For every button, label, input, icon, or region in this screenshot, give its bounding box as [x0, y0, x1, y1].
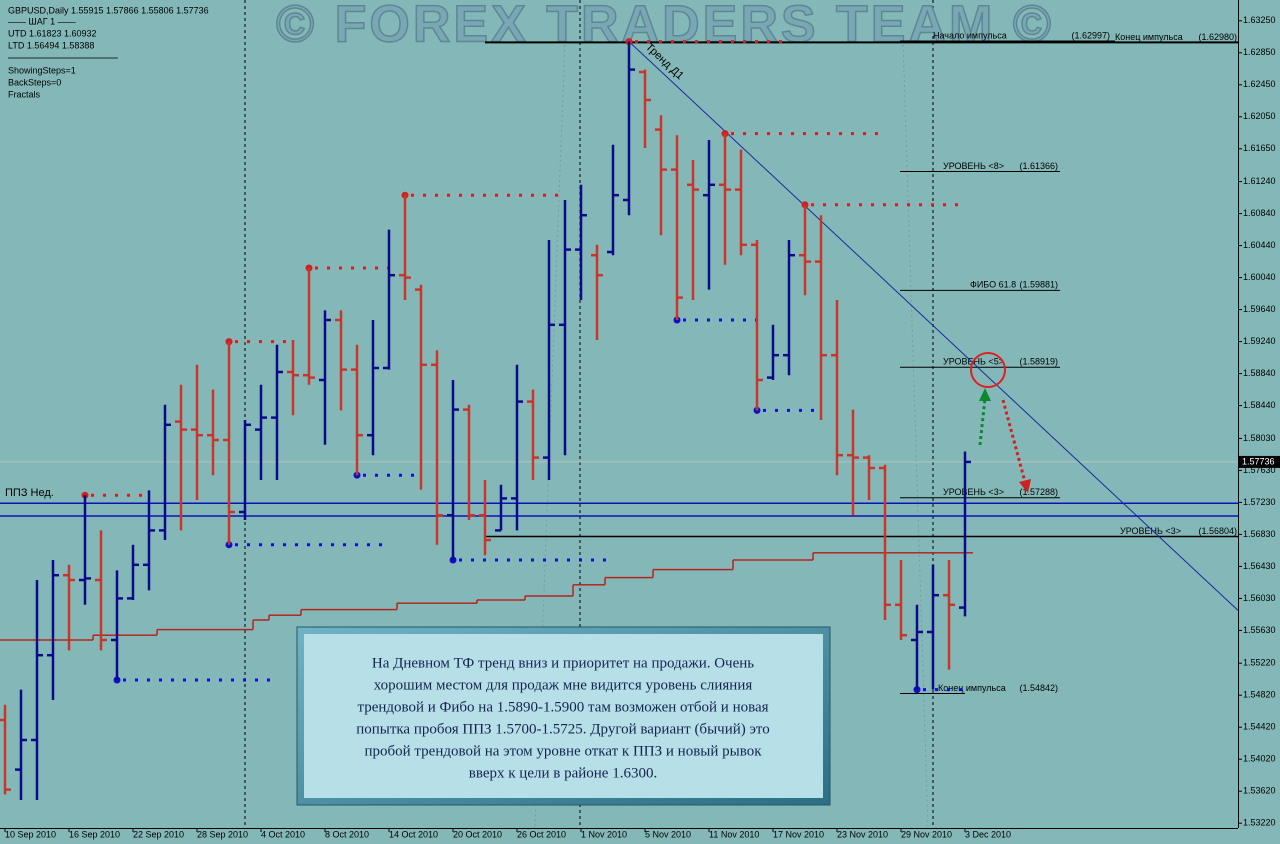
x-tick-label: 1 Nov 2010 [581, 829, 627, 839]
annotation-box: На Дневном ТФ тренд вниз и приоритет на … [296, 626, 831, 806]
arrow-head [1019, 479, 1031, 493]
y-tick-label: 1.58030 [1243, 433, 1276, 443]
price-label: 1.57736 [1242, 456, 1275, 466]
y-tick-label: 1.54820 [1243, 690, 1276, 700]
y-tick-label: 1.54420 [1243, 722, 1276, 732]
markup-shapes [970, 352, 1031, 493]
data-layer: ППЗ Нед. Начало импульса (1.62997) Конец им… [0, 30, 1239, 800]
y-tick-label: 1.55630 [1243, 625, 1276, 635]
guide-line [534, 39, 566, 829]
y-tick-label: 1.54020 [1243, 754, 1276, 764]
y-tick-label: 1.60840 [1243, 208, 1276, 218]
x-tick-label: 23 Nov 2010 [837, 829, 888, 839]
annotation-line: На Дневном ТФ тренд вниз и приоритет на … [372, 655, 754, 671]
y-tick-label: 1.53220 [1243, 818, 1276, 828]
y-tick-label: 1.56030 [1243, 593, 1276, 603]
y-tick-label: 1.61240 [1243, 176, 1276, 186]
x-tick-label: 8 Oct 2010 [325, 829, 369, 839]
y-tick-label: 1.56430 [1243, 561, 1276, 571]
info-line: ShowingSteps=1 [8, 65, 76, 75]
level-value: (1.59881) [1019, 280, 1058, 290]
x-tick-label: 3 Dec 2010 [965, 829, 1011, 839]
y-tick-label: 1.53620 [1243, 786, 1276, 796]
x-tick-label: 17 Nov 2010 [773, 829, 824, 839]
zone-label: ППЗ Нед. [5, 487, 54, 499]
level-value: (1.62980) [1198, 32, 1237, 42]
y-tick-label: 1.55220 [1243, 658, 1276, 668]
price-axis-bg [1238, 0, 1280, 844]
x-tick-label: 20 Oct 2010 [453, 829, 502, 839]
info-line: Fractals [8, 89, 41, 99]
x-tick-label: 16 Sep 2010 [69, 829, 120, 839]
y-tick-label: 1.57230 [1243, 497, 1276, 507]
level-name: УРОВЕНЬ <3> [943, 487, 1004, 497]
watermark: © FOREX TRADERS TEAM © [276, 0, 1054, 54]
annotation-body [304, 634, 823, 798]
x-tick-label: 26 Oct 2010 [517, 829, 566, 839]
level-value: (1.54842) [1019, 683, 1058, 693]
y-tick-label: 1.57630 [1243, 465, 1276, 475]
annotation-line: попытка пробоя ППЗ 1.5700-1.5725. Другой… [356, 721, 770, 737]
axis-layer: 1.63250 1.62850 1.62450 1.62050 1.61650 1.612… [4, 15, 1280, 839]
level-name: Начало импульса [933, 30, 1007, 40]
level-name: УРОВЕНЬ <8> [943, 161, 1004, 171]
x-tick-label: 11 Nov 2010 [709, 829, 759, 839]
y-tick-label: 1.63250 [1243, 15, 1276, 25]
level-name: ФИБО 61.8 [970, 280, 1016, 290]
annotation-line: трендовой и Фибо на 1.5890-1.5900 там во… [357, 699, 768, 715]
x-tick-label: 14 Oct 2010 [389, 829, 438, 839]
annotation-line: вверх к цели в районе 1.6300. [469, 765, 657, 781]
level-value: (1.56804) [1198, 526, 1237, 536]
x-tick-label: 28 Sep 2010 [197, 829, 248, 839]
y-tick-label: 1.62050 [1243, 111, 1276, 121]
price-label-bg [1239, 455, 1280, 468]
level-value: (1.57288) [1019, 487, 1058, 497]
x-tick-label: 5 Nov 2010 [645, 829, 691, 839]
y-tick-label: 1.56830 [1243, 529, 1276, 539]
x-tick-label: 29 Nov 2010 [901, 829, 952, 839]
y-tick-label: 1.59640 [1243, 304, 1276, 314]
info-panel: GBPUSD,Daily 1.55915 1.57866 1.55806 1.5… [8, 5, 209, 99]
y-tick-label: 1.62850 [1243, 47, 1276, 57]
y-tick-label: 1.58440 [1243, 400, 1276, 410]
arrow-head [979, 388, 991, 401]
target-circle [970, 352, 1006, 388]
level-value: (1.61366) [1019, 161, 1058, 171]
y-tick-label: 1.61650 [1243, 143, 1276, 153]
level-value: (1.58919) [1019, 357, 1058, 367]
x-tick-label: 4 Oct 2010 [261, 829, 305, 839]
x-tick-label: 22 Sep 2010 [133, 829, 184, 839]
level-name: Конец импульса [1115, 32, 1183, 42]
level-name: УРОВЕНЬ <3> [1120, 526, 1181, 536]
level-value: (1.62997) [1071, 30, 1110, 40]
y-tick-label: 1.62450 [1243, 79, 1276, 89]
info-line: LTD 1.56494 1.58388 [8, 40, 94, 50]
arrow-up [978, 397, 987, 446]
arrow-down [1001, 399, 1027, 483]
symbol-title: GBPUSD,Daily 1.55915 1.57866 1.55806 1.5… [8, 5, 209, 15]
level-name: Конец импульса [938, 683, 1006, 693]
x-tick-label: 10 Sep 2010 [5, 829, 56, 839]
y-tick-label: 1.58840 [1243, 368, 1276, 378]
annotation-line: хорошим местом для продаж мне видится ур… [374, 677, 753, 693]
info-line: BackSteps=0 [8, 77, 61, 87]
trend-line [628, 41, 1239, 611]
y-tick-label: 1.60440 [1243, 240, 1276, 250]
info-line: —— ШАГ 1 —— [8, 16, 76, 26]
info-line: UTD 1.61823 1.60932 [8, 28, 97, 38]
y-tick-label: 1.60040 [1243, 272, 1276, 282]
annotation-line: пробой трендовой на этом уровне откат к … [364, 743, 762, 759]
y-tick-label: 1.59240 [1243, 336, 1276, 346]
